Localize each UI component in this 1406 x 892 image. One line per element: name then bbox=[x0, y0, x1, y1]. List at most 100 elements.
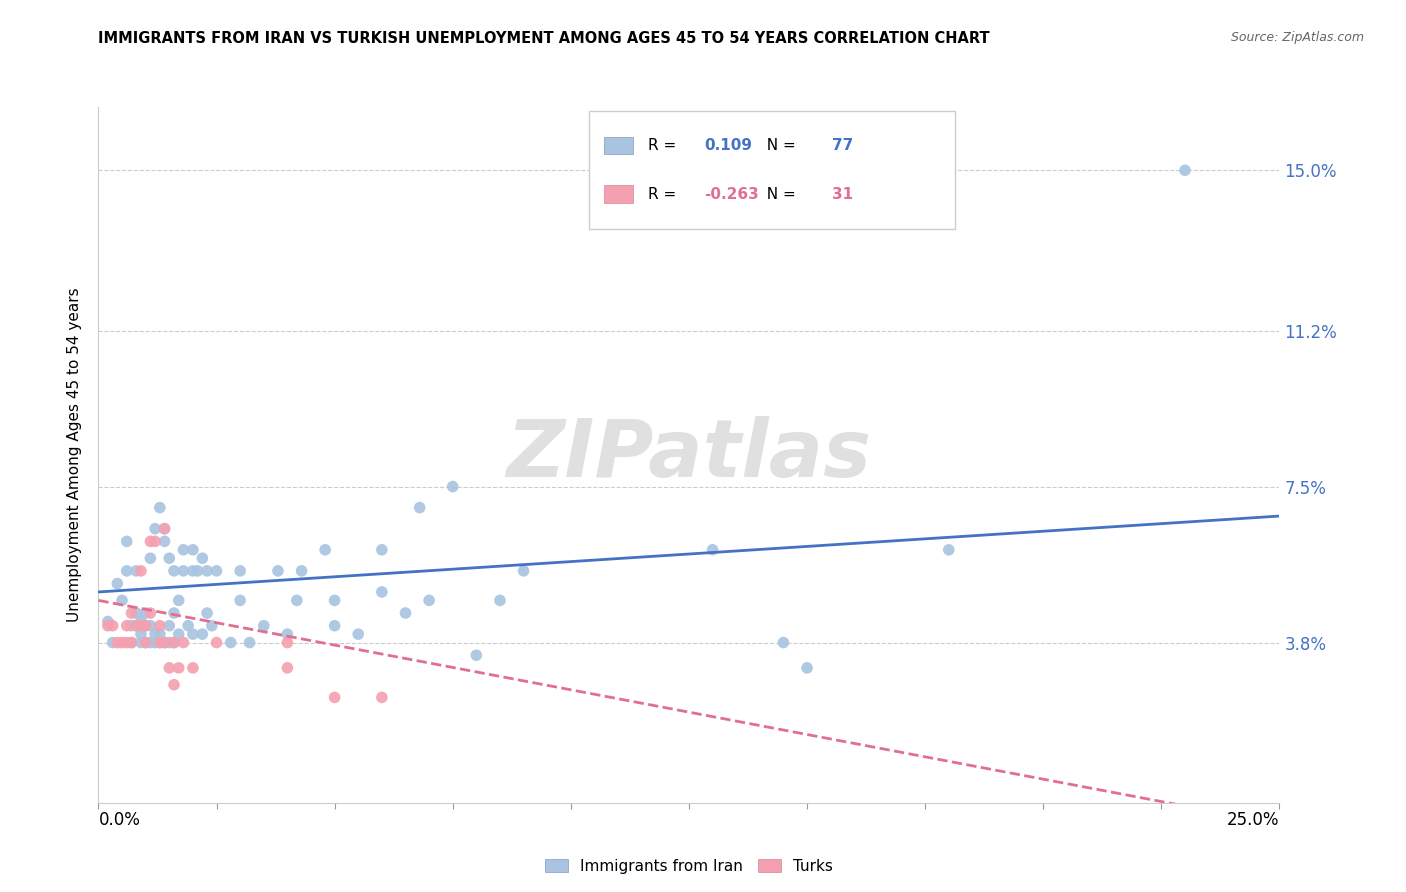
Text: -0.263: -0.263 bbox=[704, 186, 759, 202]
Point bbox=[121, 606, 143, 620]
Point bbox=[205, 635, 228, 649]
Point bbox=[111, 635, 134, 649]
Point bbox=[489, 593, 512, 607]
Text: R =: R = bbox=[648, 137, 681, 153]
Text: N =: N = bbox=[758, 186, 801, 202]
Point bbox=[285, 593, 308, 607]
Y-axis label: Unemployment Among Ages 45 to 54 years: Unemployment Among Ages 45 to 54 years bbox=[67, 287, 83, 623]
Point bbox=[229, 564, 252, 578]
Point bbox=[191, 627, 214, 641]
Point bbox=[290, 564, 312, 578]
Point bbox=[115, 618, 138, 632]
Point bbox=[408, 500, 430, 515]
Text: R =: R = bbox=[648, 186, 681, 202]
Point bbox=[229, 593, 252, 607]
Point bbox=[153, 635, 176, 649]
FancyBboxPatch shape bbox=[589, 111, 955, 229]
Point bbox=[177, 618, 200, 632]
Point bbox=[371, 585, 394, 599]
Point bbox=[512, 564, 534, 578]
Text: 0.0%: 0.0% bbox=[98, 811, 141, 830]
Point bbox=[163, 635, 186, 649]
Point bbox=[157, 661, 180, 675]
Point bbox=[139, 618, 162, 632]
Point bbox=[772, 635, 794, 649]
FancyBboxPatch shape bbox=[605, 136, 634, 154]
Point bbox=[153, 522, 176, 536]
Point bbox=[111, 593, 134, 607]
Point bbox=[157, 551, 180, 566]
Point bbox=[149, 500, 172, 515]
Point bbox=[418, 593, 440, 607]
Point bbox=[163, 635, 186, 649]
Point bbox=[139, 635, 162, 649]
Text: 31: 31 bbox=[832, 186, 853, 202]
Point bbox=[149, 635, 172, 649]
Point bbox=[167, 627, 190, 641]
Point bbox=[139, 551, 162, 566]
Point bbox=[149, 618, 172, 632]
Text: Source: ZipAtlas.com: Source: ZipAtlas.com bbox=[1230, 31, 1364, 45]
Point bbox=[135, 618, 157, 632]
Point bbox=[702, 542, 724, 557]
Point bbox=[101, 618, 124, 632]
Point bbox=[181, 661, 204, 675]
Point bbox=[129, 618, 152, 632]
Point bbox=[276, 661, 298, 675]
Point bbox=[195, 606, 218, 620]
Point bbox=[276, 627, 298, 641]
Point bbox=[143, 635, 166, 649]
Point bbox=[129, 564, 152, 578]
Point bbox=[167, 661, 190, 675]
Point bbox=[1174, 163, 1197, 178]
Point bbox=[125, 618, 148, 632]
Text: N =: N = bbox=[758, 137, 801, 153]
Point bbox=[125, 606, 148, 620]
Point bbox=[153, 522, 176, 536]
Point bbox=[347, 627, 370, 641]
Point bbox=[314, 542, 336, 557]
Point bbox=[125, 564, 148, 578]
Point bbox=[143, 627, 166, 641]
Point bbox=[167, 593, 190, 607]
Point bbox=[163, 606, 186, 620]
Point bbox=[253, 618, 276, 632]
Point bbox=[172, 564, 194, 578]
Point bbox=[276, 635, 298, 649]
Point bbox=[101, 635, 124, 649]
Point bbox=[441, 479, 464, 493]
Point bbox=[187, 564, 209, 578]
Legend: Immigrants from Iran, Turks: Immigrants from Iran, Turks bbox=[538, 853, 839, 880]
Point bbox=[105, 635, 128, 649]
Point bbox=[219, 635, 242, 649]
Point bbox=[129, 615, 152, 629]
Point bbox=[181, 542, 204, 557]
Point bbox=[97, 615, 120, 629]
Point bbox=[149, 635, 172, 649]
Point bbox=[125, 618, 148, 632]
Point bbox=[115, 635, 138, 649]
Point bbox=[796, 661, 818, 675]
Point bbox=[938, 542, 960, 557]
Point bbox=[157, 635, 180, 649]
Point bbox=[205, 564, 228, 578]
Point bbox=[129, 635, 152, 649]
Point bbox=[323, 593, 346, 607]
Point bbox=[121, 635, 143, 649]
Text: IMMIGRANTS FROM IRAN VS TURKISH UNEMPLOYMENT AMONG AGES 45 TO 54 YEARS CORRELATI: IMMIGRANTS FROM IRAN VS TURKISH UNEMPLOY… bbox=[98, 31, 990, 46]
Point bbox=[115, 534, 138, 549]
Point bbox=[181, 564, 204, 578]
Point bbox=[267, 564, 290, 578]
Point bbox=[97, 618, 120, 632]
Point bbox=[135, 618, 157, 632]
Text: 25.0%: 25.0% bbox=[1227, 811, 1279, 830]
Point bbox=[143, 534, 166, 549]
Point bbox=[115, 564, 138, 578]
FancyBboxPatch shape bbox=[605, 186, 634, 202]
Point bbox=[139, 606, 162, 620]
Point bbox=[181, 627, 204, 641]
Point bbox=[143, 522, 166, 536]
Point bbox=[371, 542, 394, 557]
Point bbox=[153, 534, 176, 549]
Point bbox=[465, 648, 488, 663]
